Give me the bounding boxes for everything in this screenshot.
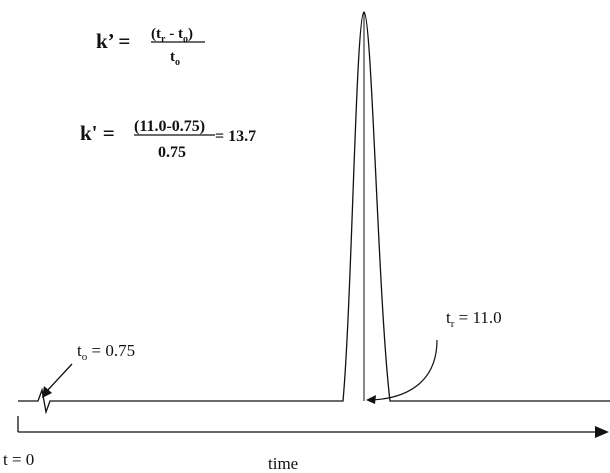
tr-arrowhead [366, 395, 376, 404]
calc-numerator: (11.0-0.75) [134, 118, 205, 135]
calc-denominator: 0.75 [158, 144, 186, 161]
to-t: t [77, 341, 82, 360]
tr-arrow [371, 339, 438, 401]
calc-result: = 13.7 [215, 128, 256, 145]
tr-sub: r [451, 318, 455, 330]
chromatogram-trace [18, 11, 610, 415]
time-axis-arrowhead [595, 426, 609, 438]
to-arrowhead [42, 386, 52, 398]
num-r-sub: r [161, 34, 166, 45]
to-value: = 0.75 [87, 341, 135, 360]
calc-lhs: k' = [80, 121, 115, 145]
time-axis-label: time [268, 454, 298, 473]
num-open: (t [151, 26, 161, 42]
t-zero-label: t = 0 [3, 450, 34, 469]
tr-value: = 11.0 [454, 308, 501, 327]
to-label: to = 0.75 [77, 341, 135, 363]
den-o-sub: o [175, 57, 180, 68]
capacity-factor-calculation: k' = (11.0-0.75) 0.75 = 13.7 [80, 118, 256, 161]
num-o-sub: o [183, 34, 188, 45]
tr-t: t [446, 308, 451, 327]
formula-denominator: to [170, 49, 180, 68]
capacity-factor-formula: k’ = (tr - to) to [96, 26, 205, 68]
to-sub: o [82, 351, 88, 363]
den-t: t [170, 49, 175, 65]
num-mid: - t [165, 26, 183, 42]
formula-lhs: k’ = [96, 29, 130, 53]
num-close: ) [188, 26, 193, 42]
tr-label: tr = 11.0 [446, 308, 502, 330]
formula-numerator: (tr - to) [151, 26, 193, 45]
to-arrow [45, 363, 73, 393]
